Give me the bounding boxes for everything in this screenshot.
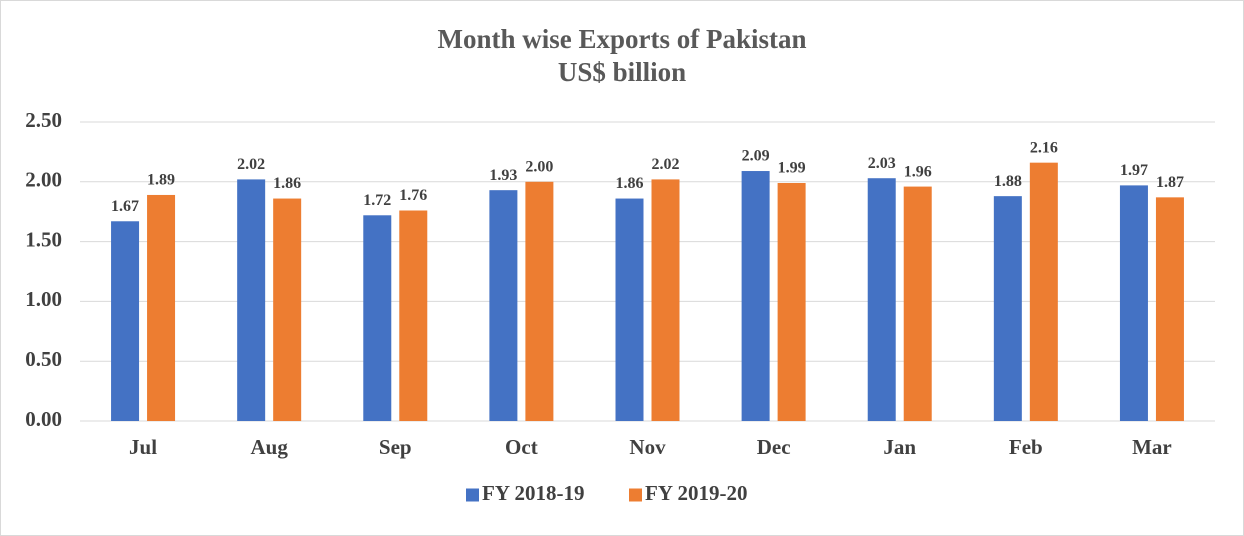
bar: [651, 179, 680, 421]
y-tick-label: 2.50: [25, 108, 62, 132]
bar: [489, 190, 518, 421]
value-label: 1.87: [1156, 174, 1184, 191]
chart-subtitle: US$ billion: [558, 57, 686, 87]
value-label: 1.99: [778, 160, 806, 177]
legend-label: FY 2018-19: [482, 481, 584, 505]
bar: [525, 181, 554, 421]
value-label: 1.96: [904, 163, 932, 180]
value-label: 2.03: [868, 155, 896, 172]
y-tick-label: 2.00: [25, 168, 62, 192]
value-label: 2.02: [652, 156, 680, 173]
x-tick-label: Oct: [505, 435, 538, 459]
legend-swatch: [629, 488, 642, 502]
value-label: 1.86: [273, 175, 301, 192]
bar: [903, 186, 932, 421]
x-tick-label: Sep: [379, 435, 412, 459]
value-label: 1.89: [147, 172, 175, 189]
value-label: 1.97: [1120, 162, 1148, 179]
value-label: 2.02: [237, 156, 265, 173]
x-tick-label: Feb: [1009, 435, 1043, 459]
bar: [777, 182, 806, 421]
chart-title: Month wise Exports of Pakistan: [437, 24, 806, 54]
value-label: 1.76: [399, 187, 427, 204]
value-label: 1.67: [111, 198, 139, 215]
bar: [399, 210, 428, 421]
value-label: 2.00: [525, 158, 553, 175]
bar: [1155, 197, 1184, 421]
y-tick-label: 0.00: [25, 407, 62, 431]
legend-label: FY 2019-20: [645, 481, 747, 505]
y-tick-label: 0.50: [25, 347, 62, 371]
x-tick-label: Dec: [757, 435, 791, 459]
value-label: 1.88: [994, 173, 1022, 190]
bar: [867, 178, 896, 421]
bar: [741, 171, 770, 421]
bar: [147, 194, 176, 421]
value-label: 2.09: [742, 148, 770, 165]
value-label: 1.72: [363, 192, 391, 209]
bar: [363, 215, 392, 421]
x-tick-label: Mar: [1132, 435, 1172, 459]
bar: [111, 221, 140, 421]
x-tick-label: Jul: [129, 435, 157, 459]
bar: [993, 196, 1022, 421]
bar: [1029, 162, 1058, 421]
bar: [273, 198, 302, 421]
value-label: 1.93: [489, 167, 517, 184]
x-tick-label: Aug: [250, 435, 288, 459]
bar: [237, 179, 266, 421]
bar: [615, 198, 644, 421]
y-tick-label: 1.00: [25, 287, 62, 311]
y-tick-label: 1.50: [25, 227, 62, 251]
x-tick-label: Jan: [883, 435, 916, 459]
x-tick-label: Nov: [629, 435, 666, 459]
value-label: 2.16: [1030, 139, 1058, 156]
value-label: 1.86: [616, 175, 644, 192]
legend-swatch: [466, 488, 479, 502]
bar: [1119, 185, 1148, 421]
